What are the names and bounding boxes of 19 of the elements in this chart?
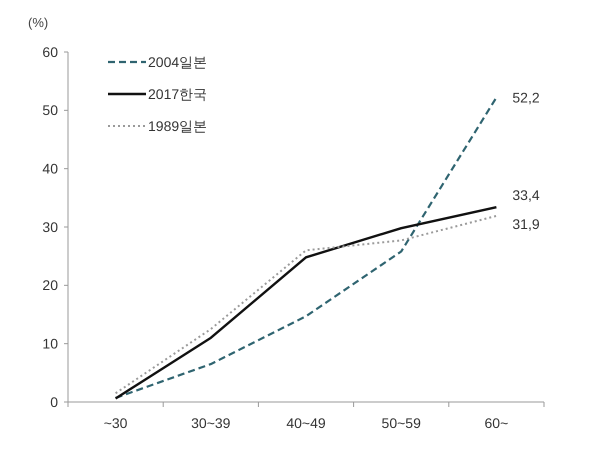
data-label: 52,2 [512,89,540,106]
data-label: 33,4 [512,187,540,204]
x-tick-label: ~30 [104,415,128,431]
legend-label: 2017한국 [148,86,208,102]
y-tick-label: 10 [42,336,58,352]
y-tick-label: 0 [50,394,58,410]
data-label: 31,9 [512,216,540,232]
legend-label: 1989일본 [148,118,208,134]
y-tick-label: 60 [42,44,58,60]
x-tick-label: 60~ [484,415,508,431]
legend-label: 2004일본 [148,54,208,70]
y-tick-label: 40 [42,160,58,177]
y-tick-label: 50 [42,102,58,118]
y-tick-label: 30 [42,218,58,235]
x-tick-label: 50~59 [382,415,422,431]
x-tick-label: 30~39 [191,415,231,431]
y-axis-title: (%) [28,15,48,30]
y-tick-label: 20 [42,277,58,294]
x-tick-label: 40~49 [286,415,326,431]
